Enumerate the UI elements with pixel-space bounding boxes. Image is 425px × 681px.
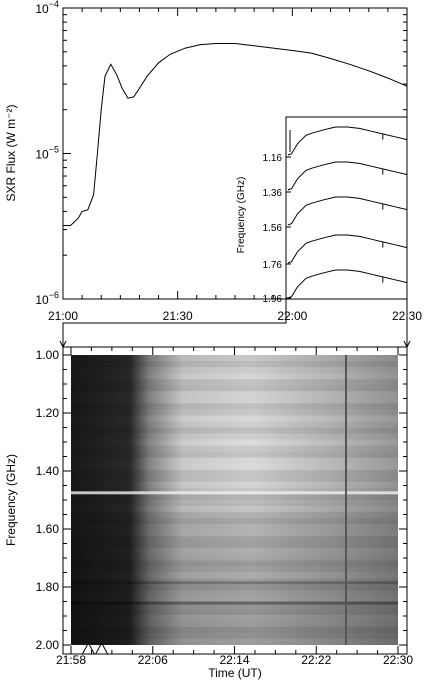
- spectrum-panel: 1.00 1.20 1.40 1.60 1.80 2.00 21:58 22:06 22:14…: [4, 346, 413, 680]
- sxr-y-axis: 10−4 10−5 10−6: [35, 0, 407, 307]
- spectrum-image: [71, 355, 398, 645]
- sxr-y-tick-label: 10−6: [35, 290, 59, 307]
- inset-plot-frame: [285, 116, 408, 300]
- spectrum-x-tick-label: 21:58: [56, 653, 86, 667]
- spectrum-y-tick-label: 1.00: [36, 348, 60, 362]
- inset-profile-line: [287, 234, 408, 264]
- inset-y-tick-label: 1.76: [263, 260, 283, 271]
- inset-profile-line: [287, 126, 408, 156]
- spectrum-y-tick-label: 1.20: [36, 406, 60, 420]
- spectrum-y-axis: 1.00 1.20 1.40 1.60 1.80 2.00: [36, 348, 407, 652]
- sxr-y-axis-label: SXR Flux (W m⁻²): [4, 105, 18, 202]
- inset-profile-line: [287, 269, 408, 299]
- inset-panel: 1.16 1.36 1.56 1.76 1.96 Frequency (GHz): [236, 116, 408, 305]
- spectrum-y-axis-label: Frequency (GHz): [4, 454, 18, 546]
- spectrum-x-tick-label: 22:22: [301, 653, 331, 667]
- inset-y-tick-label: 1.56: [263, 223, 283, 234]
- inset-y-axis-label: Frequency (GHz): [236, 177, 247, 254]
- spectrum-x-tick-label: 22:06: [138, 653, 168, 667]
- zoom-connector: [59, 299, 411, 349]
- spectrum-y-tick-label: 1.60: [36, 522, 60, 536]
- inset-y-tick-label: 1.16: [263, 153, 283, 164]
- spectrum-y-tick-label: 1.40: [36, 464, 60, 478]
- inset-y-axis: 1.16 1.36 1.56 1.76 1.96: [263, 153, 291, 305]
- inset-profile-line: [287, 161, 408, 191]
- spectrum-y-tick-label: 1.80: [36, 580, 60, 594]
- sxr-flux-series: [63, 43, 408, 226]
- burst-marker-triangle: [81, 641, 95, 655]
- spectrum-vertical-artifact: [345, 355, 347, 645]
- sxr-y-tick-label: 10−5: [35, 145, 59, 162]
- sxr-x-tick-label: 21:00: [48, 309, 78, 323]
- spectrum-x-axis-label: Time (UT): [208, 666, 262, 680]
- sxr-x-tick-label: 22:00: [277, 309, 307, 323]
- inset-y-tick-label: 1.36: [263, 188, 283, 199]
- spectrum-x-tick-label: 22:14: [219, 653, 249, 667]
- sxr-y-tick-label: 10−4: [35, 0, 59, 16]
- inset-profile-series: [287, 126, 408, 299]
- burst-marker-triangle: [95, 641, 109, 655]
- inset-profile-line: [287, 196, 408, 226]
- sxr-panel: 10−410−510−6 21:00 21:30 22:00 22:30 SXR Fl…: [4, 0, 422, 323]
- spectrum-x-tick-label: 22:30: [383, 653, 413, 667]
- sxr-x-tick-label: 21:30: [163, 309, 193, 323]
- spectrum-x-axis: 21:58 22:06 22:14 22:22 22:30: [56, 347, 413, 667]
- spectrum-y-tick-label: 2.00: [36, 638, 60, 652]
- inset-y-tick-label: 1.96: [263, 294, 283, 305]
- burst-markers: [81, 641, 109, 655]
